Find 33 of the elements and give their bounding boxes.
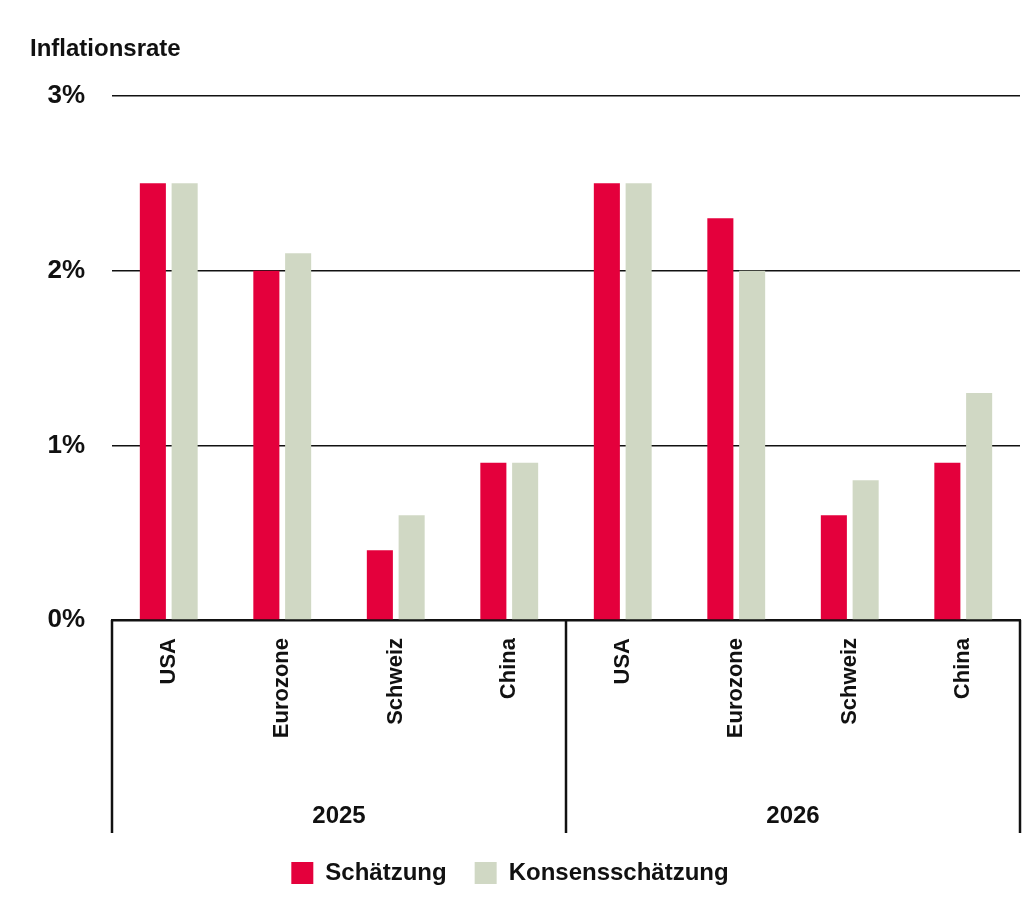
bar xyxy=(966,392,993,620)
x-tick-label: Eurozone xyxy=(722,638,748,739)
bar xyxy=(852,480,879,620)
bar xyxy=(139,183,166,620)
text: 2026 xyxy=(766,800,820,828)
y-tick-label: 0% xyxy=(47,603,85,634)
x-tick-label: Eurozone xyxy=(268,638,294,739)
bar xyxy=(512,462,539,620)
bar xyxy=(739,270,766,620)
x-tick-label: China xyxy=(949,637,975,700)
y-tick-label: 1% xyxy=(47,428,85,459)
bar xyxy=(707,218,734,620)
bar xyxy=(253,270,280,620)
legend-label: Schätzung xyxy=(325,857,447,885)
x-tick-label: USA xyxy=(608,637,634,685)
bar xyxy=(285,253,312,620)
x-tick-label: Schweiz xyxy=(835,638,861,725)
bar xyxy=(593,183,620,620)
bar xyxy=(820,515,847,620)
legend-label: Konsensschätzung xyxy=(508,857,729,885)
y-tick-label: 3% xyxy=(47,79,85,110)
bar xyxy=(366,550,393,620)
bar xyxy=(171,183,198,620)
y-tick-label: 2% xyxy=(47,253,85,284)
bar xyxy=(625,183,652,620)
bar xyxy=(934,462,961,620)
text: 2025 xyxy=(312,800,366,828)
y-axis-title: Inflationsrate xyxy=(30,34,181,61)
bar xyxy=(398,515,425,620)
x-tick-label: Schweiz xyxy=(381,638,407,725)
x-tick-label: China xyxy=(495,637,521,700)
x-tick-label: USA xyxy=(154,637,180,685)
bar xyxy=(480,462,507,620)
